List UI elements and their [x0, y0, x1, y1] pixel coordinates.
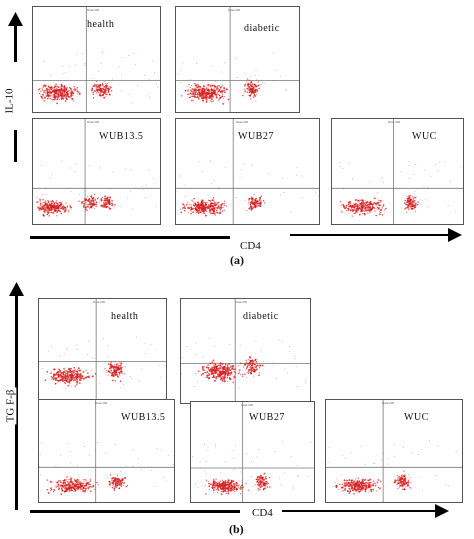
panel-header-b-wub135: Data.000: [95, 401, 108, 405]
scatter-plot-b-wuc: [326, 400, 462, 502]
dot-cloud: [41, 336, 166, 389]
scatter-plot-a-wub27: [176, 119, 319, 224]
scatter-plot-b-health: [39, 299, 166, 403]
panel-header-b-wuc: Data.000: [382, 401, 395, 405]
panel-label-b-wub135: WUB13.5: [121, 412, 166, 423]
scatter-plot-a-wuc: [332, 119, 463, 224]
dot-cloud: [176, 160, 318, 217]
y-axis-label-a: IL-10: [3, 88, 16, 114]
scatter-panel-a-diabetic: Data.000 diabetic: [175, 6, 300, 113]
scatter-plot-a-diabetic: [176, 7, 299, 112]
dot-cloud: [338, 160, 462, 217]
figure-b: TG F-β Data.000 health Data.000 diabetic…: [0, 270, 474, 539]
scatter-plot-b-wub27: [191, 402, 314, 502]
dot-cloud: [39, 442, 174, 496]
panel-label-b-diabetic: diabetic: [243, 311, 279, 322]
caption-a: (a): [230, 253, 244, 267]
scatter-panel-b-wub135: Data.000 WUB13.5: [38, 399, 175, 503]
scatter-plot-b-diabetic: [181, 299, 310, 403]
panel-label-a-health: health: [87, 19, 115, 30]
x-axis-line-b-right: [282, 510, 437, 512]
dot-cloud: [181, 337, 307, 389]
panel-header-b-wub27: Data.000: [241, 403, 254, 407]
panel-label-a-wub135: WUB13.5: [99, 131, 144, 142]
y-axis-line-a-lower: [14, 130, 17, 162]
caption-b: (b): [229, 522, 244, 536]
panel-header-a-wub135: Data.000: [87, 120, 100, 124]
panel-header-b-diabetic: Data.000: [235, 300, 248, 304]
figure-a: IL-10 Data.000 health Data.000 diabetic …: [3, 6, 464, 267]
panel-header-a-wub27: Data.000: [236, 120, 249, 124]
x-axis-label-a: CD4: [240, 240, 261, 252]
scatter-plot-a-health: [33, 7, 160, 112]
y-axis-label-b: TG F-β: [4, 387, 17, 425]
panel-label-b-wub27: WUB27: [249, 412, 285, 423]
y-axis-arrowhead-b: [9, 282, 24, 296]
x-axis-label-b: CD4: [252, 507, 273, 519]
panel-header-a-wuc: Data.000: [388, 120, 401, 124]
x-axis-line-a-left: [30, 236, 230, 239]
dot-cloud: [38, 51, 158, 105]
panel-label-b-wuc: WUC: [404, 412, 429, 423]
scatter-panel-a-wub135: Data.000 WUB13.5: [32, 118, 161, 225]
scatter-plot-a-wub135: [33, 119, 160, 224]
y-axis-line-b: [15, 294, 18, 510]
panel-label-a-wuc: WUC: [412, 131, 437, 142]
panel-label-a-diabetic: diabetic: [244, 23, 280, 34]
x-axis-arrowhead-a: [448, 228, 462, 242]
y-axis-arrow-a: [14, 22, 17, 62]
panel-header-a-health: Data.000: [87, 8, 100, 12]
scatter-panel-a-wuc: Data.000 WUC: [331, 118, 464, 225]
x-axis-line-b-left: [30, 510, 240, 513]
scatter-panel-b-health: Data.000 health: [38, 298, 167, 404]
x-axis-arrowhead-b: [435, 504, 449, 518]
x-axis-line-a-right: [290, 234, 450, 236]
scatter-panel-a-wub27: Data.000 WUB27: [175, 118, 320, 225]
panel-header-b-health: Data.000: [93, 300, 106, 304]
scatter-panel-b-diabetic: Data.000 diabetic: [180, 298, 311, 404]
scatter-plot-b-wub135: [39, 400, 174, 502]
dot-cloud: [327, 440, 457, 495]
dot-cloud: [35, 160, 157, 217]
dot-cloud: [192, 441, 312, 496]
panel-label-b-health: health: [111, 311, 139, 322]
dot-cloud: [177, 52, 287, 105]
scatter-panel-b-wub27: Data.000 WUB27: [190, 401, 315, 503]
scatter-panel-a-health: Data.000 health: [32, 6, 161, 113]
panel-label-a-wub27: WUB27: [238, 131, 274, 142]
y-axis-arrowhead-a: [8, 12, 23, 26]
panel-header-a-diabetic: Data.000: [228, 8, 241, 12]
scatter-panel-b-wuc: Data.000 WUC: [325, 399, 463, 503]
